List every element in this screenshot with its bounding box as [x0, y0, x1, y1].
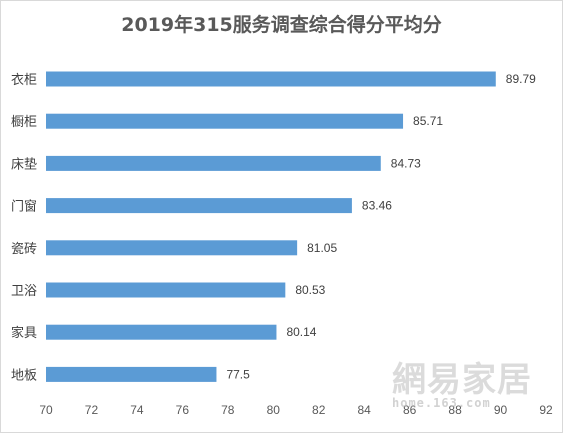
bar-床垫 — [46, 155, 381, 171]
x-axis: 70 72 74 76 78 80 82 84 86 88 90 92 — [39, 403, 553, 417]
x-tick-label: 86 — [403, 403, 417, 417]
category-label: 家具 — [11, 325, 37, 341]
x-tick-label: 84 — [358, 403, 372, 417]
bar-橱柜 — [46, 113, 404, 129]
labels-layer: 衣柜 89.79 橱柜 85.71 床垫 84.73 门窗 83.46 瓷砖 81.05 卫浴 80.… — [11, 72, 536, 383]
category-label: 衣柜 — [11, 72, 37, 88]
data-label: 80.53 — [295, 283, 325, 297]
x-tick-label: 76 — [176, 403, 190, 417]
x-tick-label: 72 — [85, 403, 99, 417]
data-label: 83.46 — [362, 199, 392, 213]
data-label: 84.73 — [391, 156, 421, 170]
x-tick-label: 90 — [494, 403, 508, 417]
category-label: 床垫 — [11, 156, 37, 172]
data-label: 80.14 — [286, 325, 316, 339]
data-label: 81.05 — [307, 241, 337, 255]
bar-卫浴 — [46, 282, 286, 298]
category-label: 橱柜 — [11, 115, 37, 130]
x-tick-label: 82 — [312, 403, 326, 417]
bar-衣柜 — [46, 71, 496, 87]
category-label: 瓷砖 — [11, 242, 37, 257]
x-tick-label: 74 — [130, 403, 144, 417]
x-tick-label: 92 — [539, 403, 553, 417]
chart-title: 2019年315服务调查综合得分平均分 — [121, 14, 442, 36]
category-label: 门窗 — [11, 199, 37, 215]
data-label: 85.71 — [413, 114, 443, 128]
data-label: 89.79 — [506, 72, 536, 86]
category-label: 卫浴 — [11, 284, 37, 299]
category-label: 地板 — [11, 368, 37, 383]
bar-门窗 — [46, 198, 352, 214]
x-tick-label: 80 — [267, 403, 281, 417]
x-tick-label: 88 — [448, 403, 462, 417]
data-label: 77.5 — [226, 367, 250, 381]
x-tick-label: 78 — [221, 403, 235, 417]
bar-家具 — [46, 324, 277, 340]
bars-layer — [46, 71, 496, 382]
bar-地板 — [46, 366, 217, 382]
bar-瓷砖 — [46, 240, 298, 256]
x-tick-label: 70 — [39, 403, 53, 417]
